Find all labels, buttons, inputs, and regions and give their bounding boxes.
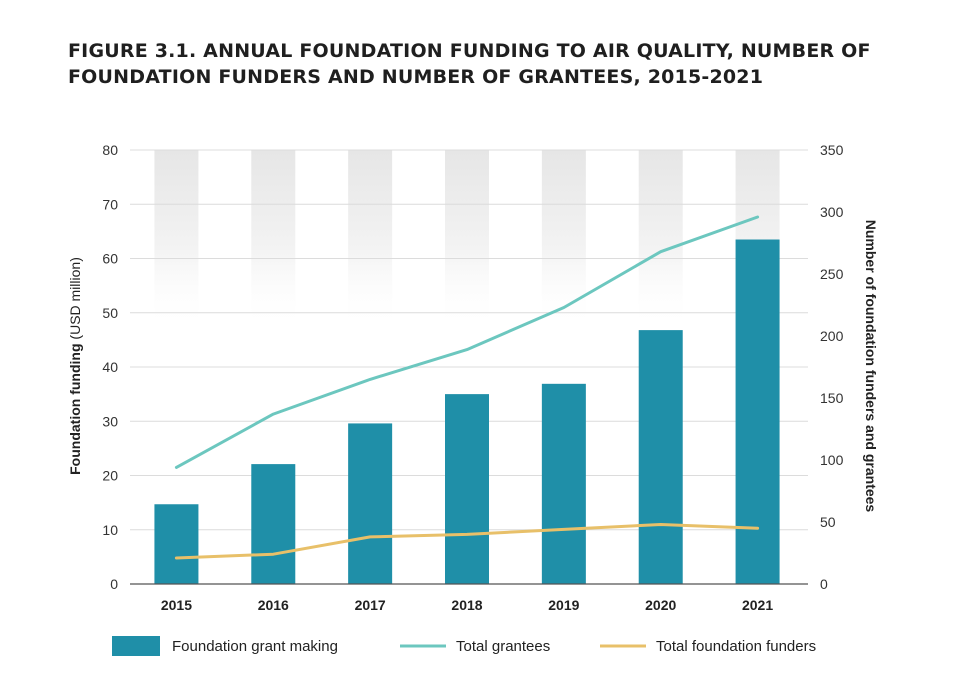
- bar: [541, 383, 586, 584]
- background-column: [348, 150, 393, 330]
- y-tick-label: 10: [102, 522, 118, 538]
- x-tick-label: 2017: [355, 597, 386, 613]
- y2-tick-label: 200: [820, 328, 844, 344]
- legend-swatch-bars: [112, 636, 160, 656]
- title-line-1: FIGURE 3.1. ANNUAL FOUNDATION FUNDING TO…: [68, 40, 871, 62]
- y-tick-label: 40: [102, 359, 118, 375]
- chart-title: FIGURE 3.1. ANNUAL FOUNDATION FUNDING TO…: [68, 38, 871, 90]
- y2-tick-label: 0: [820, 576, 828, 592]
- x-tick-label: 2016: [258, 597, 289, 613]
- bar: [154, 504, 199, 584]
- background-columns: [154, 150, 780, 330]
- y2-axis-label: Number of foundation funders and grantee…: [863, 220, 879, 513]
- legend-label-grantees: Total grantees: [456, 638, 550, 655]
- line-total-grantees: [174, 215, 760, 469]
- lines: [174, 215, 760, 560]
- y2-tick-label: 350: [820, 142, 844, 158]
- bar: [735, 239, 780, 584]
- x-tick-label: 2015: [161, 597, 192, 613]
- x-tick-label: 2021: [742, 597, 773, 613]
- y-tick-label: 20: [102, 468, 118, 484]
- background-column: [541, 150, 586, 330]
- y2-tick-label: 250: [820, 266, 844, 282]
- y2-tick-label: 150: [820, 390, 844, 406]
- legend-label-bars: Foundation grant making: [172, 638, 338, 655]
- x-tick-label: 2020: [645, 597, 676, 613]
- background-column: [445, 150, 489, 330]
- y-axis-label: Foundation funding (USD million): [67, 257, 83, 475]
- background-column: [251, 150, 296, 330]
- y-tick-label: 50: [102, 305, 118, 321]
- legend: Foundation grant making Total grantees T…: [112, 636, 816, 656]
- axes: 0 10 20 30 40 50 60 70 80 0 50 100 150 200 250 300 350 20…: [102, 142, 843, 613]
- x-tick-label: 2019: [548, 597, 579, 613]
- background-column: [154, 150, 199, 330]
- y-tick-label: 30: [102, 413, 118, 429]
- y2-tick-label: 50: [820, 514, 836, 530]
- gridlines: [130, 149, 808, 531]
- line-total-funders: [174, 523, 760, 560]
- y-tick-label: 60: [102, 251, 118, 267]
- legend-label-funders: Total foundation funders: [656, 638, 816, 655]
- bars: [154, 239, 780, 584]
- y-tick-label: 80: [102, 142, 118, 158]
- title-line-2: FOUNDATION FUNDERS AND NUMBER OF GRANTEE…: [68, 66, 764, 88]
- bar: [445, 394, 489, 584]
- background-column: [638, 150, 683, 330]
- bar: [348, 423, 393, 584]
- y-tick-label: 0: [110, 576, 118, 592]
- y2-tick-label: 300: [820, 204, 844, 220]
- bar: [251, 464, 296, 584]
- y-tick-label: 70: [102, 196, 118, 212]
- x-tick-label: 2018: [451, 597, 482, 613]
- y2-tick-label: 100: [820, 452, 844, 468]
- bar: [638, 330, 683, 584]
